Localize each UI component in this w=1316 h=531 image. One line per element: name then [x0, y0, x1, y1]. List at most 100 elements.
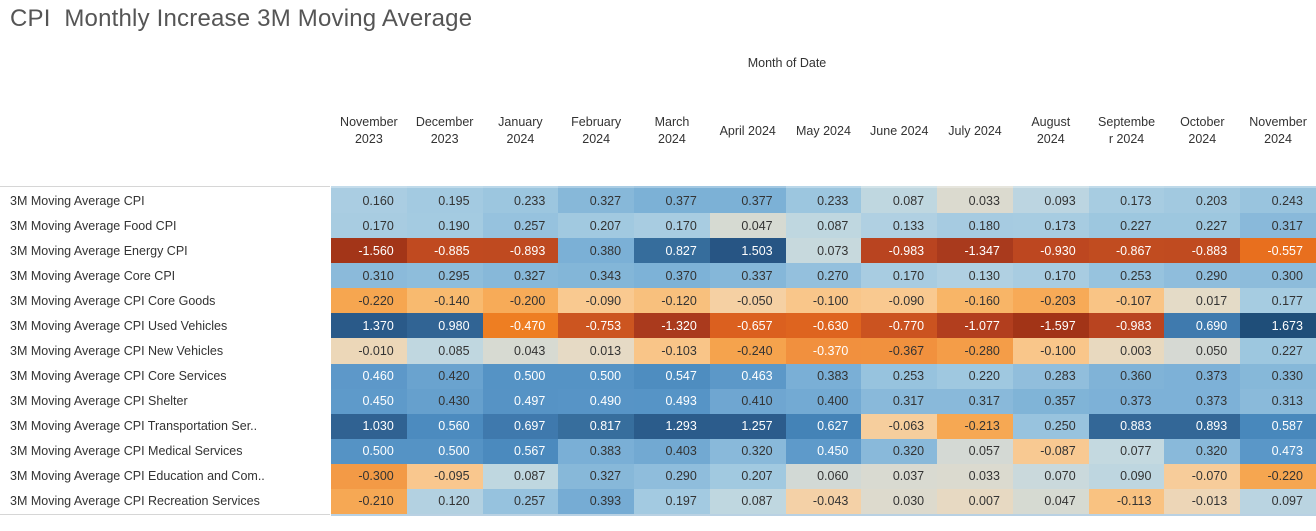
heatmap-cell[interactable]: 0.190: [406, 213, 483, 239]
heatmap-cell[interactable]: -0.013: [1164, 488, 1241, 515]
heatmap-cell[interactable]: 0.013: [558, 338, 635, 364]
heatmap-cell[interactable]: -1.347: [937, 238, 1013, 264]
row-label[interactable]: 3M Moving Average CPI Transportation Ser…: [0, 413, 331, 439]
heatmap-cell[interactable]: -0.753: [558, 313, 635, 339]
heatmap-cell[interactable]: -1.560: [331, 238, 407, 264]
heatmap-cell[interactable]: 0.547: [634, 363, 710, 389]
heatmap-cell[interactable]: 0.203: [1164, 188, 1241, 214]
row-label[interactable]: 3M Moving Average CPI Used Vehicles: [0, 313, 331, 339]
heatmap-cell[interactable]: 0.133: [861, 213, 938, 239]
heatmap-cell[interactable]: 0.195: [406, 188, 483, 214]
heatmap-cell[interactable]: 0.383: [785, 363, 862, 389]
heatmap-cell[interactable]: 0.370: [634, 263, 710, 289]
heatmap-cell[interactable]: 0.373: [1164, 363, 1241, 389]
heatmap-cell[interactable]: 0.130: [937, 263, 1013, 289]
heatmap-cell[interactable]: 0.253: [861, 363, 938, 389]
heatmap-cell[interactable]: -0.043: [785, 488, 862, 515]
heatmap-cell[interactable]: -0.983: [861, 238, 938, 264]
heatmap-cell[interactable]: 0.227: [1088, 213, 1165, 239]
heatmap-cell[interactable]: -0.867: [1088, 238, 1165, 264]
heatmap-cell[interactable]: 0.070: [1012, 463, 1089, 489]
heatmap-cell[interactable]: 0.060: [785, 463, 862, 489]
heatmap-cell[interactable]: 0.500: [331, 438, 407, 464]
heatmap-cell[interactable]: 0.257: [482, 488, 559, 515]
heatmap-cell[interactable]: 0.697: [482, 413, 559, 439]
heatmap-cell[interactable]: 0.087: [482, 463, 559, 489]
heatmap-cell[interactable]: 0.290: [1164, 263, 1241, 289]
heatmap-cell[interactable]: 0.227: [1164, 213, 1241, 239]
heatmap-cell[interactable]: 0.300: [1240, 263, 1316, 289]
heatmap-cell[interactable]: 0.373: [1164, 388, 1241, 414]
heatmap-cell[interactable]: 0.243: [1240, 188, 1316, 214]
heatmap-cell[interactable]: 0.037: [861, 463, 938, 489]
heatmap-cell[interactable]: -0.100: [1012, 338, 1089, 364]
month-of-date-axis-label[interactable]: Month of Date: [747, 56, 827, 70]
heatmap-cell[interactable]: 0.310: [331, 263, 407, 289]
heatmap-cell[interactable]: -0.370: [785, 338, 862, 364]
heatmap-cell[interactable]: 0.980: [406, 313, 483, 339]
heatmap-cell[interactable]: 0.490: [558, 388, 635, 414]
column-header[interactable]: November 2023: [331, 99, 407, 163]
column-header[interactable]: Septembe r 2024: [1089, 99, 1165, 163]
heatmap-cell[interactable]: 0.337: [709, 263, 786, 289]
heatmap-cell[interactable]: 0.290: [634, 463, 710, 489]
heatmap-cell[interactable]: 0.320: [709, 438, 786, 464]
heatmap-cell[interactable]: 0.377: [634, 188, 710, 214]
heatmap-cell[interactable]: -0.557: [1240, 238, 1316, 264]
column-header[interactable]: November 2024: [1240, 99, 1316, 163]
heatmap-cell[interactable]: 1.030: [331, 413, 407, 439]
heatmap-cell[interactable]: 0.090: [1088, 463, 1165, 489]
heatmap-cell[interactable]: 0.007: [937, 488, 1013, 515]
heatmap-cell[interactable]: 0.177: [1240, 288, 1316, 314]
heatmap-cell[interactable]: 0.120: [406, 488, 483, 515]
heatmap-cell[interactable]: 0.493: [634, 388, 710, 414]
heatmap-cell[interactable]: 0.207: [709, 463, 786, 489]
heatmap-cell[interactable]: 0.377: [709, 188, 786, 214]
heatmap-cell[interactable]: 0.233: [785, 188, 862, 214]
heatmap-cell[interactable]: 0.170: [331, 213, 407, 239]
heatmap-cell[interactable]: 1.673: [1240, 313, 1316, 339]
column-header[interactable]: August 2024: [1013, 99, 1089, 163]
heatmap-cell[interactable]: -0.280: [937, 338, 1013, 364]
row-label[interactable]: 3M Moving Average CPI Education and Com.…: [0, 463, 331, 489]
heatmap-cell[interactable]: 1.503: [709, 238, 786, 264]
heatmap-cell[interactable]: 0.690: [1164, 313, 1241, 339]
column-header[interactable]: March 2024: [634, 99, 710, 163]
heatmap-cell[interactable]: 0.085: [406, 338, 483, 364]
row-label[interactable]: 3M Moving Average CPI Core Goods: [0, 288, 331, 314]
heatmap-cell[interactable]: -0.883: [1164, 238, 1241, 264]
heatmap-cell[interactable]: 0.420: [406, 363, 483, 389]
heatmap-cell[interactable]: 0.257: [482, 213, 559, 239]
column-header[interactable]: May 2024: [786, 99, 862, 163]
row-label[interactable]: 3M Moving Average CPI Shelter: [0, 388, 331, 414]
heatmap-cell[interactable]: 0.463: [709, 363, 786, 389]
heatmap-cell[interactable]: 0.173: [1088, 188, 1165, 214]
heatmap-cell[interactable]: -0.220: [331, 288, 407, 314]
heatmap-cell[interactable]: 0.383: [558, 438, 635, 464]
heatmap-cell[interactable]: 0.160: [331, 188, 407, 214]
heatmap-cell[interactable]: -0.140: [406, 288, 483, 314]
heatmap-cell[interactable]: 0.073: [785, 238, 862, 264]
heatmap-cell[interactable]: -0.200: [482, 288, 559, 314]
heatmap-cell[interactable]: 0.460: [331, 363, 407, 389]
heatmap-cell[interactable]: 0.500: [558, 363, 635, 389]
heatmap-cell[interactable]: 0.327: [558, 188, 635, 214]
heatmap-cell[interactable]: -0.090: [861, 288, 938, 314]
heatmap-cell[interactable]: 0.393: [558, 488, 635, 515]
heatmap-cell[interactable]: 0.357: [1012, 388, 1089, 414]
row-label[interactable]: 3M Moving Average Core CPI: [0, 263, 331, 289]
heatmap-cell[interactable]: 0.827: [634, 238, 710, 264]
heatmap-cell[interactable]: 0.030: [861, 488, 938, 515]
heatmap-cell[interactable]: 0.003: [1088, 338, 1165, 364]
heatmap-cell[interactable]: 1.257: [709, 413, 786, 439]
heatmap-cell[interactable]: 0.093: [1012, 188, 1089, 214]
row-label[interactable]: 3M Moving Average CPI Recreation Service…: [0, 488, 331, 515]
heatmap-cell[interactable]: -0.210: [331, 488, 407, 515]
heatmap-cell[interactable]: -1.597: [1012, 313, 1089, 339]
heatmap-cell[interactable]: 0.170: [1012, 263, 1089, 289]
heatmap-cell[interactable]: 0.047: [709, 213, 786, 239]
heatmap-cell[interactable]: 1.293: [634, 413, 710, 439]
heatmap-cell[interactable]: -0.087: [1012, 438, 1089, 464]
column-header[interactable]: January 2024: [483, 99, 559, 163]
heatmap-cell[interactable]: -0.100: [785, 288, 862, 314]
